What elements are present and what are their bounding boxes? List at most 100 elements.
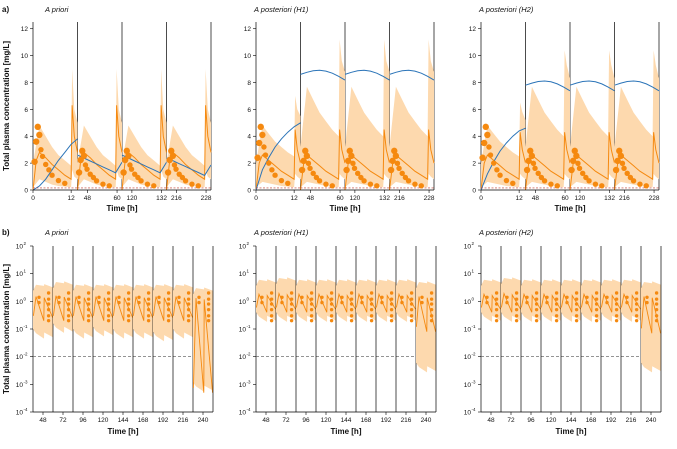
observation-point — [320, 295, 324, 299]
observation-point — [429, 318, 434, 323]
observation-point — [409, 318, 414, 323]
y-tick-label: 4 — [247, 134, 251, 141]
observation-point — [126, 318, 131, 323]
observation-point — [144, 181, 151, 187]
observation-point — [485, 300, 489, 305]
x-tick-label: 216 — [171, 195, 182, 202]
observation-point — [630, 178, 637, 184]
x-tick-label: 216 — [178, 417, 189, 424]
observation-point — [574, 318, 579, 323]
observation-point — [625, 295, 629, 299]
observation-point — [369, 291, 374, 295]
observation-point — [612, 166, 620, 174]
x-tick-label: 120 — [349, 195, 360, 202]
observation-point — [39, 153, 46, 160]
observation-point — [530, 160, 537, 167]
observation-point — [300, 157, 307, 165]
observation-point — [206, 302, 211, 306]
individual-prediction-line — [166, 157, 212, 177]
observation-point — [269, 291, 274, 295]
observation-point — [494, 314, 499, 318]
confidence-band — [525, 50, 570, 188]
observation-point — [57, 295, 61, 299]
observation-point — [46, 307, 51, 312]
observation-point — [568, 166, 575, 174]
segment: 0 12 — [31, 22, 78, 202]
observation-point — [349, 307, 354, 312]
segment: 0 12 — [479, 22, 526, 202]
y-tick-exponent: -4 — [247, 407, 251, 412]
observation-point — [409, 297, 414, 301]
observation-point — [261, 144, 267, 150]
x-tick-label: 144 — [566, 417, 577, 424]
observation-point — [396, 165, 402, 172]
x-tick-label: 216 — [401, 417, 412, 424]
observation-point — [360, 295, 364, 299]
y-tick-label: 10 — [239, 327, 247, 334]
observation-point — [400, 295, 404, 299]
observation-point — [645, 295, 649, 299]
observation-point — [138, 178, 144, 184]
observation-point — [349, 314, 354, 318]
observation-point — [298, 166, 306, 174]
observation-point — [97, 295, 101, 299]
x-tick-label: 228 — [424, 195, 435, 202]
median-line — [375, 292, 396, 313]
observation-point — [280, 300, 284, 305]
observation-point — [351, 165, 358, 172]
observation-point — [534, 297, 539, 301]
x-tick-label: 48 — [262, 417, 270, 424]
y-tick-exponent: -3 — [472, 379, 476, 384]
observation-point — [585, 295, 589, 299]
observation-point — [166, 318, 171, 323]
median-line — [560, 292, 581, 313]
observation-point — [394, 160, 401, 167]
observation-point — [289, 307, 294, 312]
y-tick-exponent: 1 — [472, 269, 475, 274]
median-line — [415, 296, 437, 332]
observation-point — [645, 300, 649, 305]
confidence-band — [53, 281, 73, 333]
observation-point — [329, 183, 335, 189]
x-tick-label: 168 — [586, 417, 597, 424]
median-line — [255, 292, 276, 313]
observation-point — [369, 318, 374, 323]
observation-point — [186, 314, 191, 318]
observation-point — [186, 302, 191, 306]
x-tick-label: 48 — [39, 417, 47, 424]
y-tick-label: 10 — [464, 327, 472, 334]
observation-point — [166, 297, 171, 301]
x-tick-label: 72 — [507, 417, 515, 424]
observation-point — [37, 295, 41, 299]
y-tick-label: 2 — [247, 161, 251, 168]
individual-prediction-line — [344, 69, 390, 81]
x-tick-label: 120 — [574, 195, 585, 202]
observation-point — [289, 297, 294, 301]
observation-point — [586, 178, 592, 184]
observation-point — [260, 295, 264, 299]
x-tick-label: 48 — [84, 195, 92, 202]
observation-point — [46, 318, 51, 323]
observation-point — [86, 291, 91, 295]
observation-point — [554, 307, 559, 312]
observation-point — [117, 295, 121, 299]
observation-point — [621, 165, 627, 172]
observation-point — [166, 307, 171, 312]
observation-point — [86, 302, 91, 306]
y-tick-label: 10 — [464, 382, 472, 389]
subplot-title: A priori — [44, 228, 69, 237]
y-tick-exponent: -1 — [472, 324, 476, 329]
observation-point — [487, 152, 494, 158]
x-tick-label: 12 — [68, 195, 76, 202]
x-axis-label: Time [h] — [108, 427, 139, 436]
segment: 96 — [72, 246, 94, 424]
median-line — [395, 292, 416, 313]
y-tick-label: 10 — [239, 244, 247, 251]
x-tick-label: 96 — [79, 417, 87, 424]
observation-point — [545, 295, 549, 299]
observation-point — [340, 295, 344, 299]
observation-point — [360, 300, 364, 305]
observation-point — [594, 302, 599, 306]
observation-point — [272, 172, 278, 178]
